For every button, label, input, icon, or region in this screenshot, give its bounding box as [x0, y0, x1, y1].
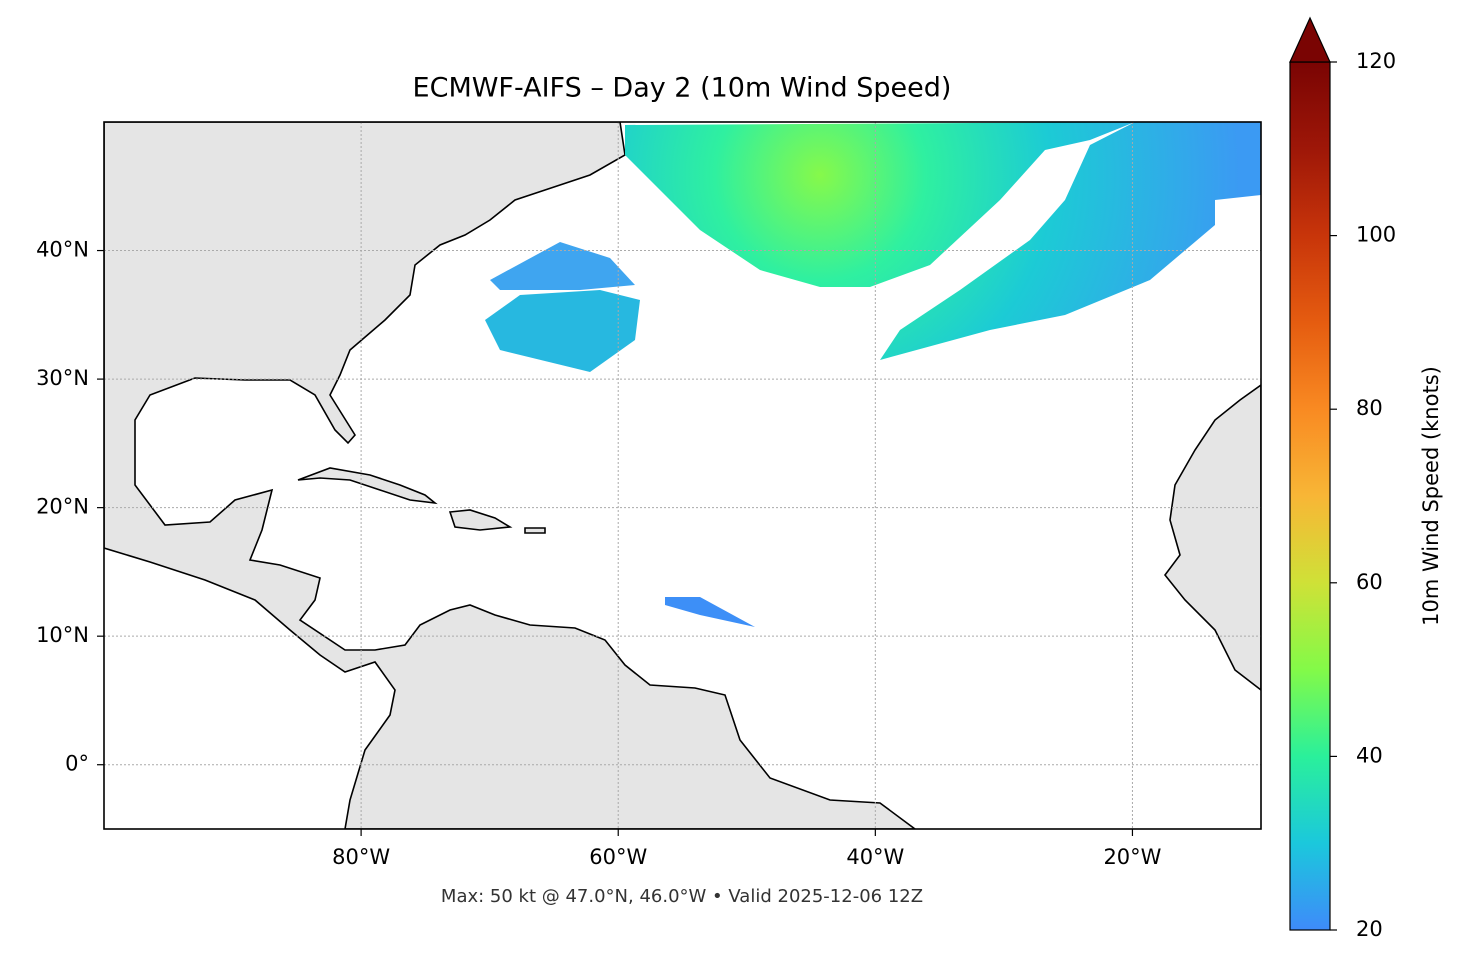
- colorbar-tick-label: 80: [1356, 396, 1383, 420]
- colorbar-tick-label: 60: [1356, 570, 1383, 594]
- wind-area: [665, 597, 755, 627]
- colorbar-tick-label: 20: [1356, 917, 1383, 941]
- y-tick-label: 40°N: [36, 238, 89, 262]
- footer-note: Max: 50 kt @ 47.0°N, 46.0°W • Valid 2025…: [441, 886, 923, 907]
- colorbar-tick-label: 120: [1356, 49, 1396, 73]
- x-tick-label: 60°W: [589, 845, 647, 869]
- land-africa: [1163, 384, 1261, 692]
- x-tick-label: 40°W: [846, 845, 904, 869]
- y-tick-label: 20°N: [36, 495, 89, 519]
- map-title: ECMWF-AIFS – Day 2 (10m Wind Speed): [413, 73, 952, 104]
- map-area: [104, 122, 1261, 829]
- map-frame: [103, 121, 1262, 830]
- y-tick-label: 10°N: [36, 623, 89, 647]
- x-tick-label: 80°W: [332, 845, 390, 869]
- land-americas: [104, 122, 917, 829]
- wind-area: [485, 290, 640, 372]
- land-cuba: [297, 467, 438, 505]
- y-tick-label: 0°: [65, 752, 89, 776]
- colorbar-tick-label: 40: [1356, 743, 1383, 767]
- colorbar-label: 10m Wind Speed (knots): [1419, 366, 1443, 626]
- colorbar-extend: [1289, 16, 1331, 63]
- y-tick-label: 30°N: [36, 366, 89, 390]
- wind-area: [625, 122, 1135, 287]
- land-hispaniola: [448, 509, 513, 531]
- wind-area: [490, 242, 635, 290]
- wind-area: [880, 122, 1261, 360]
- land-puerto-rico: [524, 527, 546, 534]
- x-tick-label: 20°W: [1103, 845, 1161, 869]
- colorbar: [1289, 61, 1331, 931]
- colorbar-tick-label: 100: [1356, 223, 1396, 247]
